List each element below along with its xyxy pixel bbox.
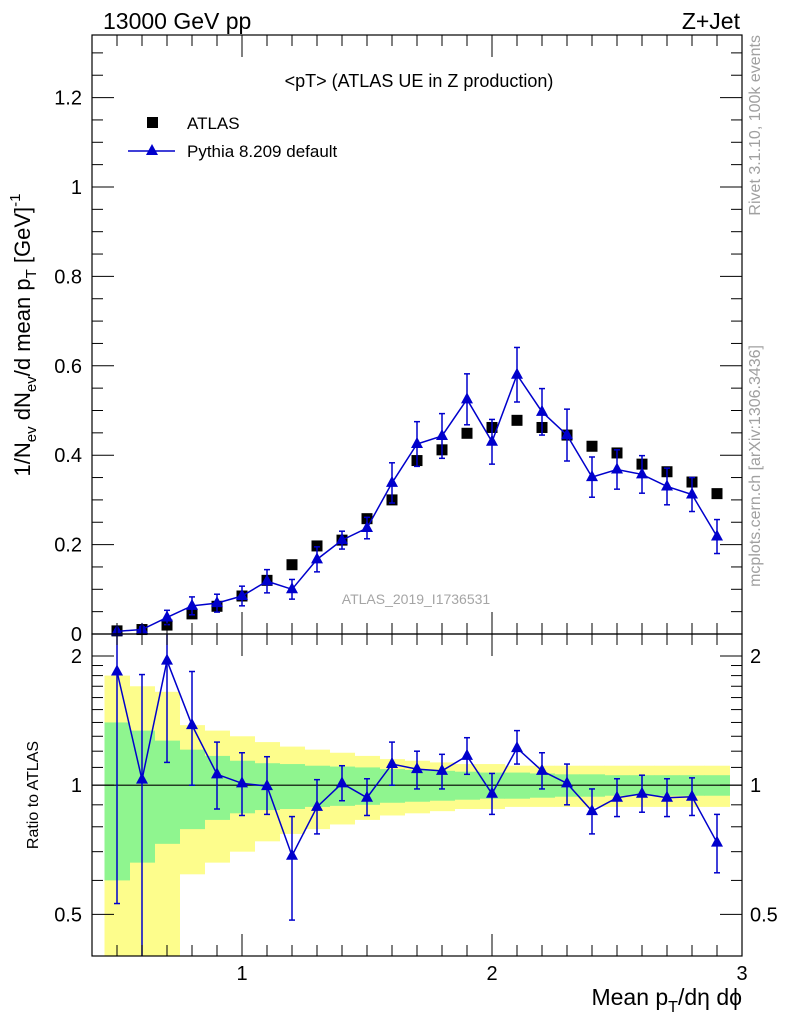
pythia-data-point: [636, 467, 648, 479]
ratio-panel: 1 2 3 0.5 0.5 1 1 2 2 Ratio to ATLAS: [25, 633, 778, 985]
main-y-tick-label: 0: [71, 624, 82, 646]
ratio-pythia-point: [286, 848, 298, 860]
main-y-tick-label: 1: [71, 177, 82, 199]
ratio-pythia-point: [561, 776, 573, 788]
ratio-pythia-point: [536, 763, 548, 775]
ratio-pythia-point: [336, 776, 348, 788]
atlas-data-point: [461, 427, 473, 439]
ratio-pythia-point: [361, 790, 373, 802]
ratio-pythia-point: [236, 776, 248, 788]
pythia-data-point: [536, 404, 548, 416]
ratio-y-tick-label-left: 2: [71, 646, 82, 668]
mcplots-label: mcplots.cern.ch [arXiv:1306.3436]: [747, 345, 764, 587]
x-tick-label: 2: [486, 963, 497, 985]
ratio-pythia-point: [686, 789, 698, 801]
ratio-y-tick-label-left: 1: [71, 775, 82, 797]
header-process-label: Z+Jet: [682, 8, 741, 34]
ratio-pythia-point: [436, 763, 448, 775]
ratio-pythia-point: [111, 664, 123, 676]
pythia-data-point: [361, 521, 373, 533]
pythia-data-point: [336, 533, 348, 545]
pythia-data-point: [686, 487, 698, 499]
ratio-pythia-point: [386, 757, 398, 769]
main-y-axis-label: 1/Nev dNev/d mean pT [GeV]-1: [7, 194, 40, 477]
legend: ATLAS Pythia 8.209 default: [128, 114, 338, 161]
x-tick-label: 3: [736, 963, 747, 985]
atlas-data-point: [711, 488, 723, 500]
pythia-data-point: [486, 434, 498, 446]
ratio-y-tick-label-left: 0.5: [54, 904, 82, 926]
ratio-pythia-point: [511, 741, 523, 753]
main-title: <pT> (ATLAS UE in Z production): [285, 71, 554, 91]
ratio-pythia-point: [411, 762, 423, 774]
pythia-data-point: [211, 596, 223, 608]
pythia-data-point: [711, 529, 723, 541]
legend-atlas-marker: [147, 117, 158, 128]
pythia-data-point: [186, 598, 198, 610]
main-y-tick-label: 0.8: [54, 266, 82, 288]
pythia-data-point: [261, 574, 273, 586]
atlas-data-point: [586, 440, 598, 452]
legend-pythia-label: Pythia 8.209 default: [187, 142, 338, 161]
atlas-data-point: [311, 540, 323, 552]
main-panel: 0 0.2 0.4 0.6 0.8 1 1.2 <pT> (ATLAS UE in Z pr…: [7, 34, 743, 646]
main-y-tick-label: 0.2: [54, 535, 82, 557]
legend-atlas-label: ATLAS: [187, 114, 240, 133]
uncertainty-band-inner: [279, 764, 305, 810]
ratio-pythia-point: [161, 653, 173, 665]
pythia-data-point: [436, 428, 448, 440]
ratio-pythia-point: [261, 779, 273, 791]
ratio-pythia-point: [611, 790, 623, 802]
main-y-tick-label: 1.2: [54, 88, 82, 110]
ratio-pythia-point: [661, 790, 673, 802]
pythia-data-point: [586, 470, 598, 482]
ratio-pythia-point: [586, 804, 598, 816]
legend-pythia-marker: [146, 144, 158, 155]
atlas-data-point: [286, 559, 298, 571]
ratio-pythia-point: [711, 835, 723, 847]
ratio-y-tick-label-right: 1: [750, 775, 761, 797]
pythia-data-point: [661, 479, 673, 491]
ratio-pythia-point: [186, 718, 198, 730]
ratio-pythia-point: [311, 799, 323, 811]
x-axis-label: Mean pT/dη dϕ: [591, 984, 742, 1016]
ratio-y-tick-label-right: 0.5: [750, 904, 778, 926]
ratio-pythia-point: [636, 786, 648, 798]
pythia-data-point: [611, 462, 623, 474]
main-y-tick-label: 0.6: [54, 356, 82, 378]
pythia-data-point: [311, 552, 323, 564]
ratio-pythia-point: [461, 748, 473, 760]
ratio-pythia-point: [136, 772, 148, 784]
pythia-data-point: [411, 437, 423, 449]
atlas-data-point: [511, 414, 523, 426]
pythia-data-point: [161, 610, 173, 622]
ratio-pythia-point: [211, 767, 223, 779]
pythia-data-point: [236, 589, 248, 601]
pythia-data-point: [461, 392, 473, 404]
pythia-data-point: [386, 475, 398, 487]
x-tick-label: 1: [236, 963, 247, 985]
pythia-data-point: [511, 367, 523, 379]
rivet-version-label: Rivet 3.1.10, 100k events: [747, 35, 764, 216]
ratio-y-axis-label: Ratio to ATLAS: [25, 741, 42, 849]
ratio-pythia-point: [486, 786, 498, 798]
pythia-data-point: [561, 428, 573, 440]
main-y-tick-label: 0.4: [54, 445, 82, 467]
analysis-watermark: ATLAS_2019_I1736531: [342, 591, 491, 607]
ratio-y-tick-label-right: 2: [750, 646, 761, 668]
header-energy-label: 13000 GeV pp: [103, 8, 251, 34]
pythia-data-point: [286, 582, 298, 594]
